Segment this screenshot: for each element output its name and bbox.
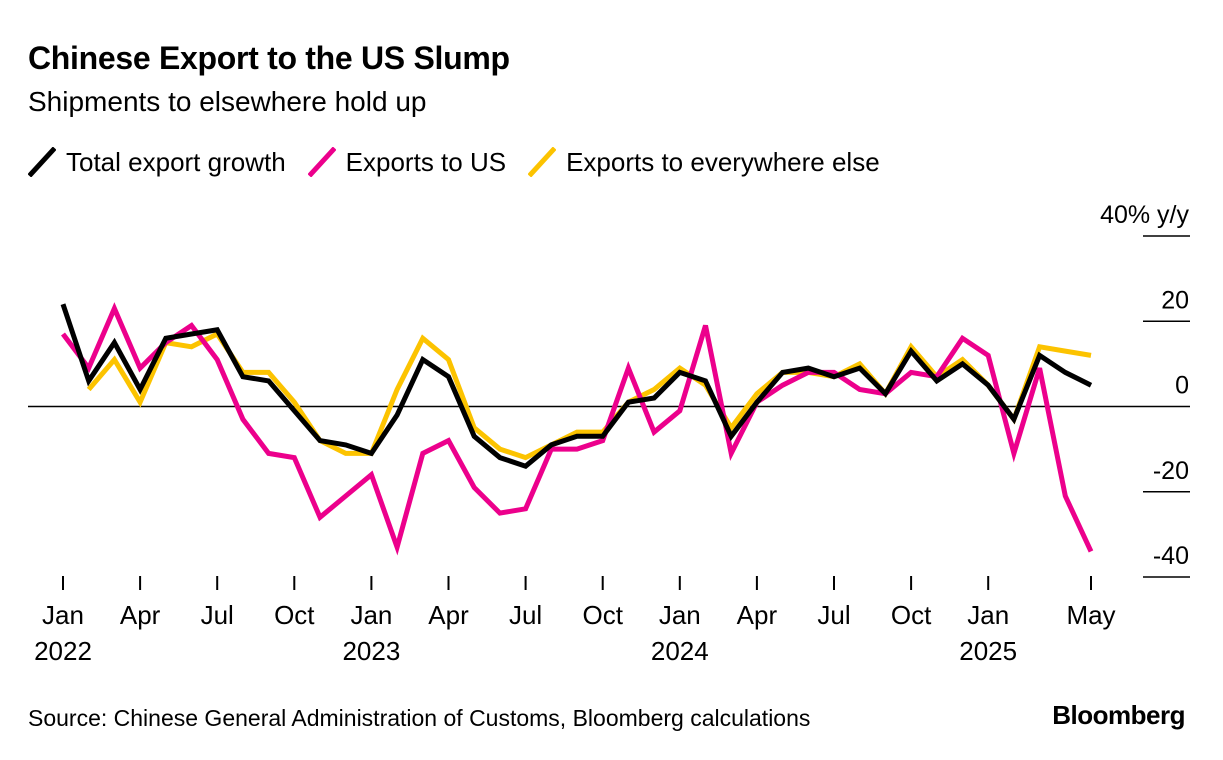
legend-swatch-us — [307, 147, 336, 177]
legend-swatch-else — [528, 147, 557, 177]
bloomberg-logo: Bloomberg — [1052, 700, 1185, 730]
x-tick-label: Jul — [509, 600, 542, 630]
x-tick-label: Jan — [967, 600, 1009, 630]
legend-label-total: Total export growth — [66, 146, 286, 177]
y-tick-label: -20 — [1153, 457, 1189, 485]
x-tick-label: Apr — [120, 600, 161, 630]
legend-swatch-us-line — [307, 147, 336, 177]
chart-legend: Total export growth Exports to US Export… — [28, 142, 902, 182]
x-tick-label: Oct — [582, 600, 623, 630]
x-tick-label: Oct — [274, 600, 315, 630]
x-tick-year-label: 2022 — [34, 636, 92, 666]
x-tick-year-label: 2024 — [651, 636, 709, 666]
legend-label-else: Exports to everywhere else — [566, 146, 880, 177]
y-tick-label: 20 — [1161, 286, 1189, 314]
x-tick-year-label: 2025 — [959, 636, 1017, 666]
series-line-total — [60, 303, 1093, 470]
legend-swatch-else-line — [528, 147, 557, 177]
y-tick-label: 0 — [1175, 372, 1189, 400]
y-tick-label: -40 — [1153, 542, 1189, 570]
y-tick-label: 40% y/y — [1100, 201, 1189, 229]
x-tick-label: Apr — [428, 600, 469, 630]
x-tick-label: Oct — [891, 600, 932, 630]
page-subtitle: Shipments to elsewhere hold up — [28, 86, 427, 117]
x-tick-label: Apr — [737, 600, 778, 630]
legend-item-total: Total export growth — [28, 147, 286, 178]
legend-item-us: Exports to US — [307, 146, 507, 178]
legend-item-else: Exports to everywhere else — [528, 147, 880, 178]
x-tick-label: Jul — [817, 600, 850, 630]
legend-swatch-total — [28, 147, 56, 177]
series-line-else — [86, 330, 1092, 461]
x-tick-label: May — [1066, 600, 1115, 630]
x-tick-label: Jan — [659, 600, 701, 630]
legend-swatch-total-line — [28, 147, 56, 177]
x-tick-label: Jan — [42, 600, 84, 630]
series-line-us — [61, 302, 1094, 556]
page-title: Chinese Export to the US Slump — [28, 40, 510, 76]
x-tick-label: Jan — [350, 600, 392, 630]
x-tick-year-label: 2023 — [342, 636, 400, 666]
legend-label-us: Exports to US — [345, 146, 507, 177]
source-note: Source: Chinese General Administration o… — [28, 705, 811, 731]
x-tick-label: Jul — [201, 600, 234, 630]
